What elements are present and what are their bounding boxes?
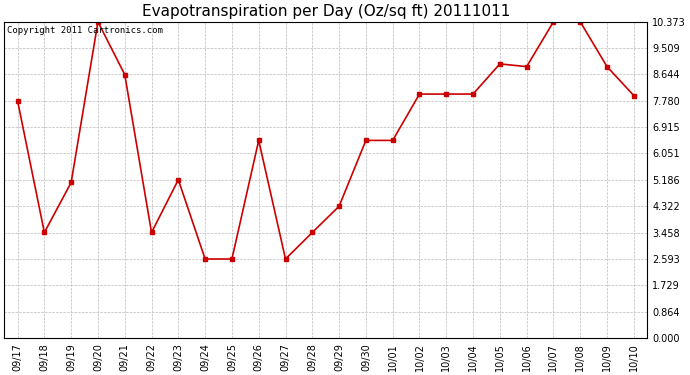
Title: Evapotranspiration per Day (Oz/sq ft) 20111011: Evapotranspiration per Day (Oz/sq ft) 20…: [141, 4, 510, 19]
Text: Copyright 2011 Cartronics.com: Copyright 2011 Cartronics.com: [8, 27, 164, 36]
